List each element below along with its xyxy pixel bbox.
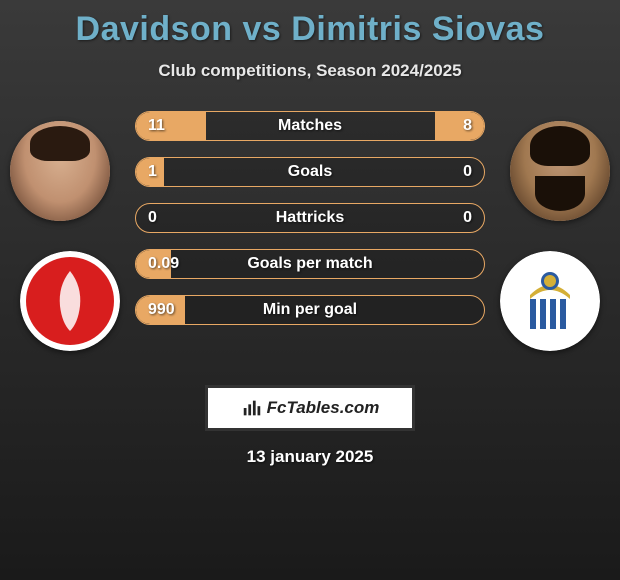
comparison-panel: 118Matches 10Goals 00Hattricks 0.09Goals pe… bbox=[0, 111, 620, 371]
chart-icon bbox=[241, 397, 263, 419]
page-title: Davidson vs Dimitris Siovas bbox=[0, 0, 620, 49]
stat-label: Goals per match bbox=[136, 250, 484, 278]
club-badge-icon bbox=[500, 251, 600, 351]
avatar-beard-icon bbox=[535, 176, 585, 211]
page-subtitle: Club competitions, Season 2024/2025 bbox=[0, 61, 620, 81]
brand-box: FcTables.com bbox=[205, 385, 415, 431]
player-right-avatar bbox=[510, 121, 610, 221]
stat-label: Hattricks bbox=[136, 204, 484, 232]
date-label: 13 january 2025 bbox=[0, 447, 620, 467]
stat-label: Min per goal bbox=[136, 296, 484, 324]
player-right-club-badge bbox=[500, 251, 600, 351]
brand-label: FcTables.com bbox=[267, 398, 380, 418]
club-badge-icon bbox=[20, 251, 120, 351]
player-left-club-badge bbox=[20, 251, 120, 351]
stat-row: 0.09Goals per match bbox=[135, 249, 485, 279]
stat-bars: 118Matches 10Goals 00Hattricks 0.09Goals pe… bbox=[135, 111, 485, 341]
avatar-face-icon bbox=[510, 121, 610, 221]
stat-row: 00Hattricks bbox=[135, 203, 485, 233]
stat-row: 990Min per goal bbox=[135, 295, 485, 325]
stat-label: Matches bbox=[136, 112, 484, 140]
player-left-avatar bbox=[10, 121, 110, 221]
stat-row: 10Goals bbox=[135, 157, 485, 187]
avatar-face-icon bbox=[10, 121, 110, 221]
stat-label: Goals bbox=[136, 158, 484, 186]
stat-row: 118Matches bbox=[135, 111, 485, 141]
